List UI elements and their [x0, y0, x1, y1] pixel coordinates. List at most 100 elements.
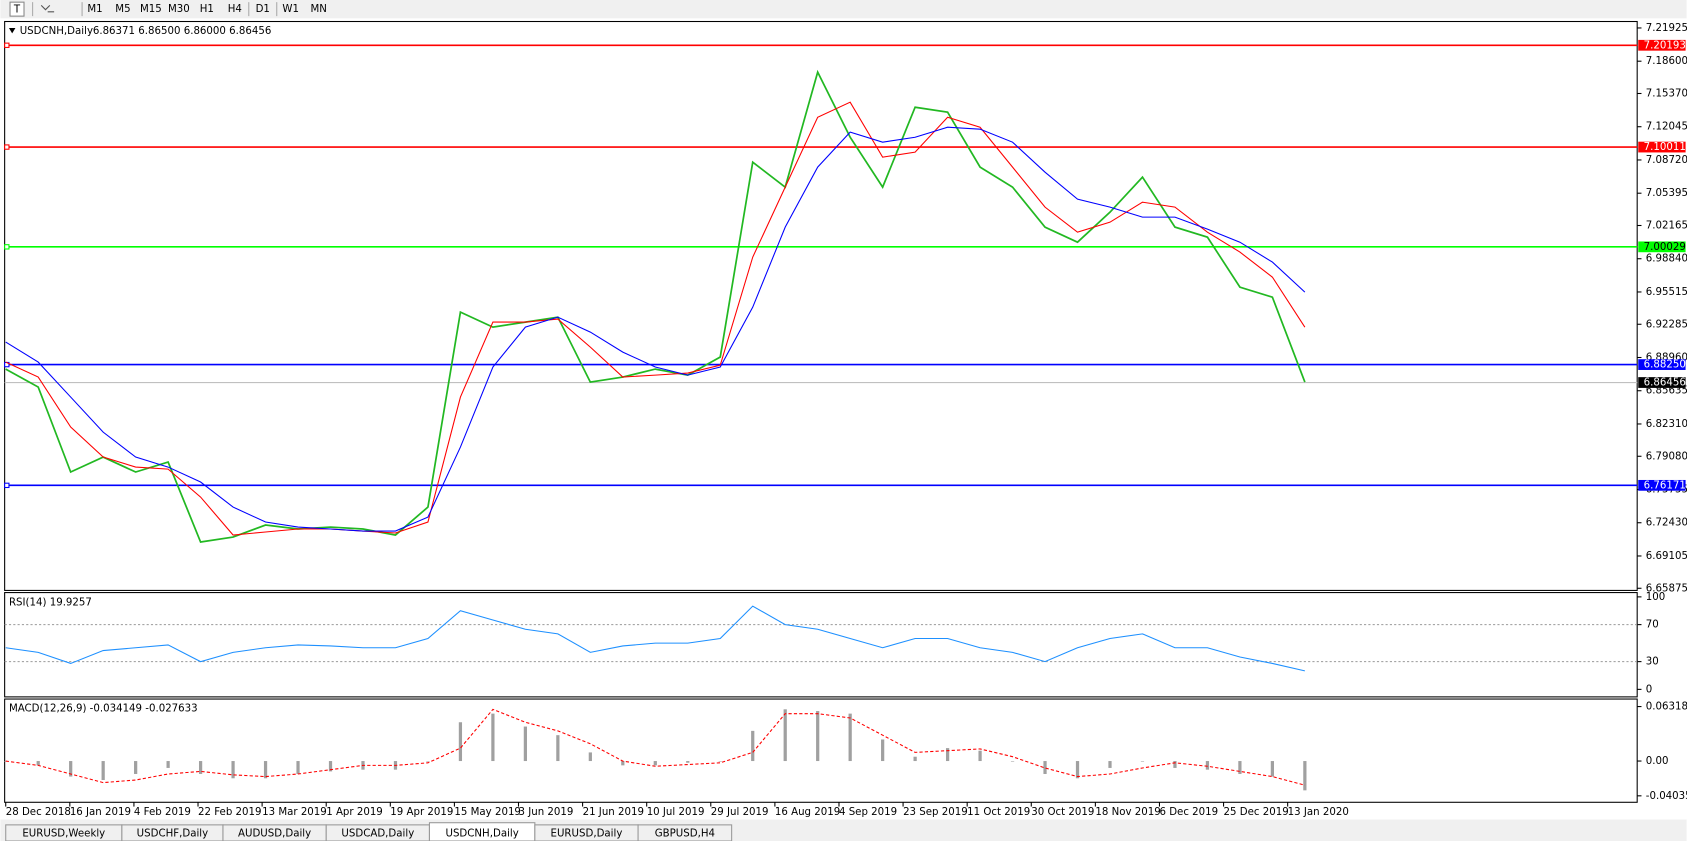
- date-label: 16 Aug 2019: [775, 807, 840, 818]
- date-label: 21 Jun 2019: [583, 807, 644, 818]
- tab-label[interactable]: EURUSD,Daily: [551, 828, 623, 839]
- macd-frame: [4, 698, 1638, 803]
- series-line: [5, 69, 1306, 543]
- y-tick-label: 7.05395: [1646, 188, 1687, 199]
- quote: 6.86371 6.86500 6.86000 6.86456: [93, 26, 272, 37]
- y-tick-label: 0.063184: [1646, 702, 1687, 713]
- date-label: 11 Oct 2019: [967, 807, 1030, 818]
- timeframe-button[interactable]: M5: [115, 4, 130, 15]
- y-tick-label: 7.15370: [1646, 88, 1687, 99]
- histogram-bar: [556, 735, 560, 762]
- histogram-bar: [1303, 761, 1307, 791]
- histogram-bar: [816, 711, 820, 762]
- histogram-bar: [491, 713, 495, 762]
- y-tick-label: 7.02165: [1646, 220, 1687, 231]
- y-tick-label: -0.040355: [1646, 791, 1687, 802]
- histogram-bar: [231, 761, 235, 779]
- histogram-bar: [134, 761, 138, 774]
- timeframe-button[interactable]: W1: [282, 4, 299, 15]
- date-label: 22 Feb 2019: [198, 807, 262, 818]
- y-tick-label: 6.92285: [1646, 319, 1687, 330]
- tab-label[interactable]: AUDUSD,Daily: [238, 828, 311, 839]
- tab-label[interactable]: GBPUSD,H4: [655, 828, 715, 839]
- level-label: 7.10011: [1644, 142, 1686, 153]
- y-tick-label: 6.69105: [1646, 551, 1687, 562]
- current-price-label: 6.86456: [1644, 378, 1686, 389]
- timeframe-button[interactable]: MN: [310, 4, 326, 15]
- tab[interactable]: [637, 824, 733, 841]
- panel-title: MACD(12,26,9) -0.034149 -0.027633: [9, 704, 198, 715]
- timeframe-button[interactable]: M1: [87, 4, 102, 15]
- level-label-bg: [1638, 141, 1686, 153]
- histogram-bar: [458, 722, 463, 762]
- series-line: [5, 101, 1306, 536]
- histogram-bar: [1108, 761, 1112, 768]
- current-price-bg: [1638, 377, 1686, 388]
- tool-icon[interactable]: [40, 4, 55, 13]
- date-label: 13 Mar 2019: [262, 807, 327, 818]
- text-tool-icon: T: [13, 5, 21, 16]
- tab-label[interactable]: USDCHF,Daily: [137, 828, 209, 839]
- histogram-bar: [36, 761, 40, 766]
- histogram-bar: [653, 761, 657, 766]
- histogram-bar: [1173, 761, 1177, 768]
- histogram-bar: [1238, 761, 1242, 774]
- date-label: 4 Sep 2019: [839, 807, 897, 818]
- timeframe-button[interactable]: H1: [200, 4, 214, 15]
- y-tick-label: 6.72430: [1646, 518, 1687, 529]
- y-tick-label: 7.12045: [1646, 122, 1687, 133]
- histogram-bar: [1043, 761, 1047, 774]
- y-tick-label: 7.18600: [1646, 56, 1687, 67]
- date-label: 10 Jul 2019: [647, 807, 705, 818]
- histogram-bar: [101, 761, 105, 781]
- histogram-bar: [1140, 761, 1145, 762]
- toolbar: [0, 0, 1687, 19]
- histogram-bar: [69, 761, 73, 777]
- date-label: 25 Dec 2019: [1224, 807, 1289, 818]
- level-label-bg: [1638, 241, 1686, 253]
- series-line: [5, 708, 1306, 786]
- histogram-bar: [328, 761, 333, 772]
- y-tick-label: 7.08720: [1646, 155, 1687, 166]
- level-label: 6.88250: [1644, 360, 1686, 371]
- y-tick-label: 6.95515: [1646, 287, 1687, 298]
- histogram-bar: [621, 761, 625, 766]
- histogram-bar: [1075, 761, 1080, 779]
- timeframe-button[interactable]: M30: [168, 4, 190, 15]
- timeframe-button[interactable]: H4: [228, 4, 242, 15]
- histogram-bar: [718, 761, 722, 762]
- tab-label[interactable]: USDCNH,Daily: [446, 828, 519, 839]
- histogram-bar: [296, 761, 300, 774]
- level-label-bg: [1638, 479, 1686, 491]
- date-label: 23 Sep 2019: [903, 807, 968, 818]
- histogram-bar: [881, 739, 885, 762]
- collapse-arrow: [8, 27, 16, 34]
- y-tick-label: 7.21925: [1646, 23, 1687, 34]
- timeframe-button[interactable]: M15: [140, 4, 162, 15]
- histogram-bar: [263, 761, 268, 779]
- histogram-bar: [166, 761, 170, 768]
- level-label: 6.76171: [1644, 480, 1686, 491]
- panel-title: RSI(14) 19.9257: [9, 597, 92, 608]
- rsi-frame: [4, 592, 1638, 698]
- date-label: 13 Jan 2020: [1288, 807, 1349, 818]
- date-label: 4 Feb 2019: [134, 807, 191, 818]
- level-handle: [4, 244, 10, 250]
- date-label: 29 Jul 2019: [711, 807, 769, 818]
- series-line: [5, 605, 1305, 672]
- level-handle: [4, 482, 10, 489]
- histogram-bar: [588, 752, 592, 762]
- histogram-bar: [848, 713, 852, 762]
- tab-label[interactable]: USDCAD,Daily: [341, 828, 414, 839]
- y-tick-label: 0: [1646, 684, 1652, 695]
- histogram-bar: [751, 730, 755, 762]
- date-label: 16 Jan 2019: [70, 807, 131, 818]
- tab-label[interactable]: EURUSD,Weekly: [22, 828, 105, 839]
- timeframe-button[interactable]: D1: [256, 4, 270, 15]
- y-tick-label: 70: [1646, 620, 1659, 631]
- histogram-bar: [198, 761, 203, 774]
- histogram-bar: [978, 750, 982, 762]
- level-handle: [4, 144, 10, 150]
- text-tool[interactable]: [9, 1, 25, 17]
- histogram-bar: [426, 761, 430, 762]
